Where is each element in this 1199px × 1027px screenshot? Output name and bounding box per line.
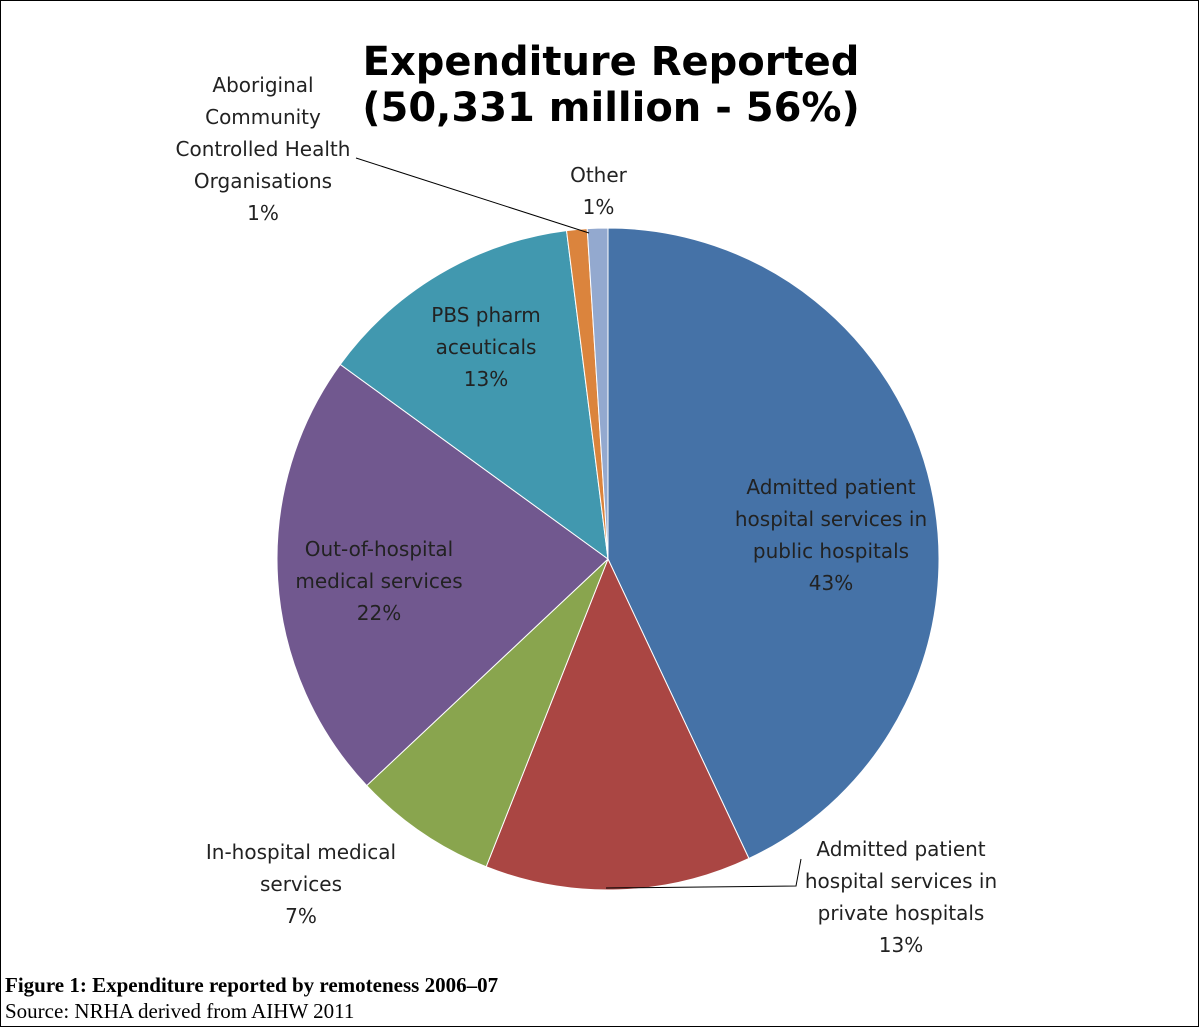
- leader-line: [605, 858, 802, 889]
- slice-label: Admitted patient hospital services in pr…: [786, 833, 1016, 961]
- slice-name: In-hospital medical services: [205, 840, 397, 896]
- pie-slice: [485, 557, 750, 891]
- slice-value: 7%: [285, 904, 317, 928]
- slice-value: 13%: [463, 367, 509, 391]
- slice-name: Admitted patient hospital services in pu…: [734, 475, 928, 563]
- caption: Figure 1: Expenditure reported by remote…: [5, 973, 499, 997]
- pie-slice: [586, 227, 609, 560]
- slice-value: 13%: [878, 933, 924, 957]
- slice-label: PBS pharmaceuticals 13%: [431, 299, 541, 395]
- pie-slice: [366, 558, 609, 868]
- slice-label: Aboriginal Community Controlled Health O…: [163, 69, 363, 229]
- slice-name: Other: [570, 163, 627, 187]
- pie-slice: [339, 230, 609, 561]
- slice-value: 1%: [247, 201, 279, 225]
- slice-value: 1%: [582, 195, 615, 219]
- slice-name: Admitted patient hospital services in pr…: [804, 837, 998, 925]
- slice-name: Out-of-hospital medical services: [295, 537, 463, 593]
- source: Source: NRHA derived from AIHW 2011: [5, 999, 355, 1023]
- slice-label: In-hospital medical services 7%: [201, 836, 401, 932]
- slice-value: 22%: [356, 601, 402, 625]
- pie-slice: [276, 363, 609, 787]
- slice-value: 43%: [808, 571, 854, 595]
- chart-title: Expenditure Reported (50,331 million - 5…: [362, 39, 860, 131]
- slice-label: Admitted patient hospital services in pu…: [711, 471, 951, 599]
- slice-name: Aboriginal Community Controlled Health O…: [175, 73, 351, 193]
- slice-name: PBS pharmaceuticals: [431, 303, 541, 359]
- leader-line: [355, 157, 590, 234]
- slice-label: Out-of-hospital medical services 22%: [279, 533, 479, 629]
- slice-label: Other 1%: [561, 159, 636, 223]
- pie-slice: [607, 227, 940, 860]
